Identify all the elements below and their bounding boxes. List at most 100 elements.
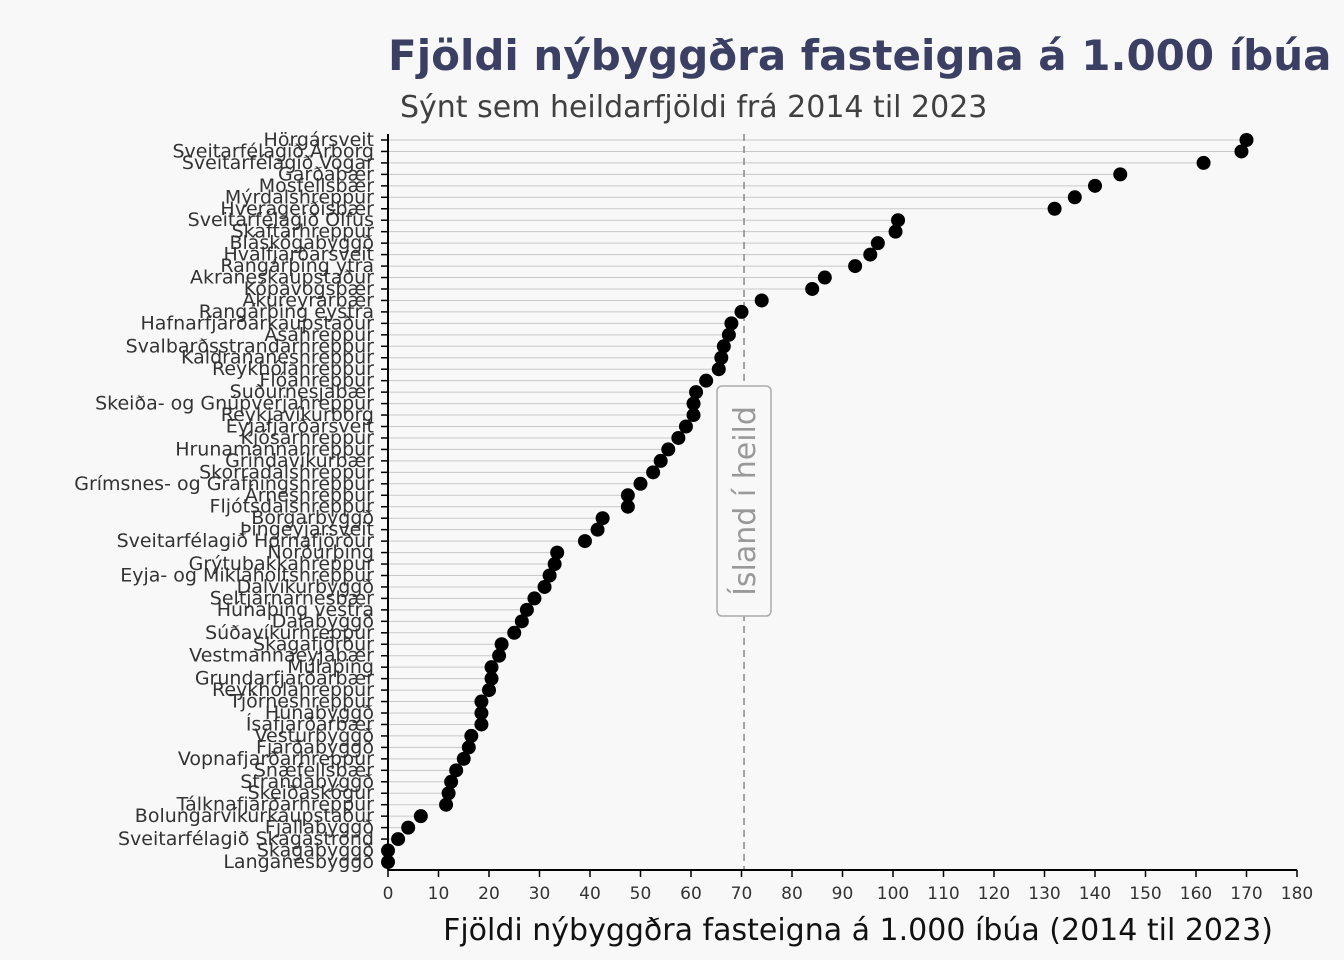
- category-label: Vestmannaeyjabær: [189, 645, 374, 667]
- reference-label-box: [716, 385, 772, 617]
- category-label: Ásahreppur: [264, 323, 374, 346]
- category-label: Fljótsdalshreppur: [210, 496, 375, 518]
- x-tick-label: 90: [832, 884, 854, 904]
- x-tick-label: 60: [680, 884, 702, 904]
- category-label: Grindavíkurbær: [225, 450, 374, 472]
- data-point: [456, 751, 471, 766]
- data-point: [474, 717, 489, 732]
- data-point: [633, 476, 648, 491]
- category-label: Mosfellsbær: [259, 175, 374, 197]
- data-point: [734, 304, 749, 319]
- data-point: [1234, 144, 1249, 159]
- category-label: Suðurnesjabær: [230, 381, 375, 403]
- data-point: [716, 339, 731, 354]
- category-label: Tjörneshreppur: [228, 691, 374, 713]
- category-label: Sveitarfélagið Vogar: [182, 152, 374, 174]
- category-label: Hrunamannahreppur: [175, 438, 374, 460]
- data-point: [474, 694, 489, 709]
- data-point: [413, 809, 428, 824]
- category-label: Kaldrananeshreppur: [181, 347, 374, 369]
- data-point: [550, 545, 565, 560]
- reference-label: Ísland í heild: [727, 406, 763, 596]
- category-label: Eyja- og Miklaholtshreppur: [120, 564, 374, 586]
- x-tick-label: 160: [1180, 884, 1212, 904]
- reference-line-group: Ísland í heild: [716, 134, 772, 870]
- category-label: Hvalfjarðarsveit: [223, 244, 374, 266]
- category-label: Borgarbyggð: [251, 507, 374, 529]
- category-label: Bláskógabyggð: [229, 232, 374, 254]
- data-point: [391, 832, 406, 847]
- data-point: [449, 763, 464, 778]
- data-point: [653, 453, 668, 468]
- category-label: Skeiðaskógur: [248, 782, 375, 804]
- data-point: [870, 236, 885, 251]
- category-label: Strandabyggð: [240, 771, 374, 793]
- data-point: [863, 247, 878, 262]
- category-label: Akraneskaupstaður: [190, 267, 374, 289]
- data-point: [484, 660, 499, 675]
- category-label: Akureyrarbær: [242, 289, 374, 311]
- x-axis: 0 10 20 30 40 50 60 70 80 90 100 110 120 130 140 150 160…: [383, 869, 1313, 904]
- data-point: [482, 683, 496, 698]
- data-point: [439, 797, 454, 812]
- data-point: [805, 281, 820, 296]
- data-point: [494, 637, 509, 652]
- data-point: [678, 419, 693, 434]
- data-point: [714, 350, 729, 365]
- data-point: [537, 579, 552, 594]
- data-point: [1067, 190, 1082, 205]
- data-point: [527, 591, 542, 606]
- category-label: Súðavíkurhreppur: [205, 622, 374, 644]
- category-label: Grímsnes- og Grafningshreppur: [74, 473, 374, 495]
- category-label: Snæfellsbær: [254, 759, 374, 781]
- category-label: Skaftárhreppur: [232, 221, 375, 243]
- x-tick-label: 40: [579, 884, 601, 904]
- data-point: [547, 557, 562, 572]
- data-point: [507, 625, 522, 640]
- category-label: Flóahreppur: [259, 370, 374, 392]
- x-tick-label: 120: [978, 884, 1010, 904]
- x-tick-label: 170: [1230, 884, 1262, 904]
- category-label: Mýrdalshreppur: [225, 186, 374, 208]
- data-point: [519, 602, 534, 617]
- x-tick-label: 150: [1129, 884, 1161, 904]
- category-label: Dalvíkurbyggð: [237, 576, 374, 598]
- category-label: Ísafjarðarbær: [246, 712, 374, 735]
- x-tick-label: 50: [630, 884, 652, 904]
- data-point: [671, 430, 686, 445]
- x-tick-label: 30: [529, 884, 551, 904]
- x-tick-label: 180: [1281, 884, 1313, 904]
- category-label: Sveitarfélagið Skagaströnd: [118, 828, 374, 850]
- x-tick-label: 10: [428, 884, 450, 904]
- category-label: Húnaþing vestra: [217, 599, 374, 621]
- data-point: [646, 465, 661, 480]
- grid-lines: [388, 139, 1247, 840]
- data-point: [686, 396, 701, 411]
- data-point: [724, 316, 739, 331]
- category-label: Dalabyggð: [272, 610, 374, 632]
- category-label: Húnabyggð: [265, 702, 374, 724]
- category-label: Vopnafjarðarhreppur: [178, 748, 374, 770]
- chart-title: Fjöldi nýbyggðra fasteigna á 1.000 íbúa …: [388, 31, 1344, 80]
- data-point: [848, 259, 863, 274]
- data-points: [381, 133, 1254, 869]
- data-point: [401, 820, 416, 835]
- category-label: Hörgársveit: [264, 129, 374, 151]
- data-point: [474, 706, 489, 721]
- category-label: Sveitarfélagið Hornafjörður: [117, 530, 375, 552]
- x-tick-label: 70: [731, 884, 753, 904]
- category-label: Reykhólahreppur: [212, 679, 374, 701]
- category-label: Sveitarfélagið Ölfus: [188, 208, 374, 231]
- data-point: [699, 373, 714, 388]
- category-label: Hveragerðisbær: [220, 198, 374, 220]
- category-label: Kópavogsbær: [244, 278, 374, 300]
- data-point: [754, 293, 769, 308]
- data-point: [620, 488, 635, 503]
- category-label: Skorradalshreppur: [199, 461, 374, 483]
- category-label: Svalbarðsstrandarhreppur: [126, 335, 375, 357]
- data-point: [661, 442, 676, 457]
- x-axis-title: Fjöldi nýbyggðra fasteigna á 1.000 íbúa …: [443, 913, 1273, 948]
- category-label: Eyjafjarðarsveit: [226, 416, 374, 438]
- data-point: [689, 385, 704, 400]
